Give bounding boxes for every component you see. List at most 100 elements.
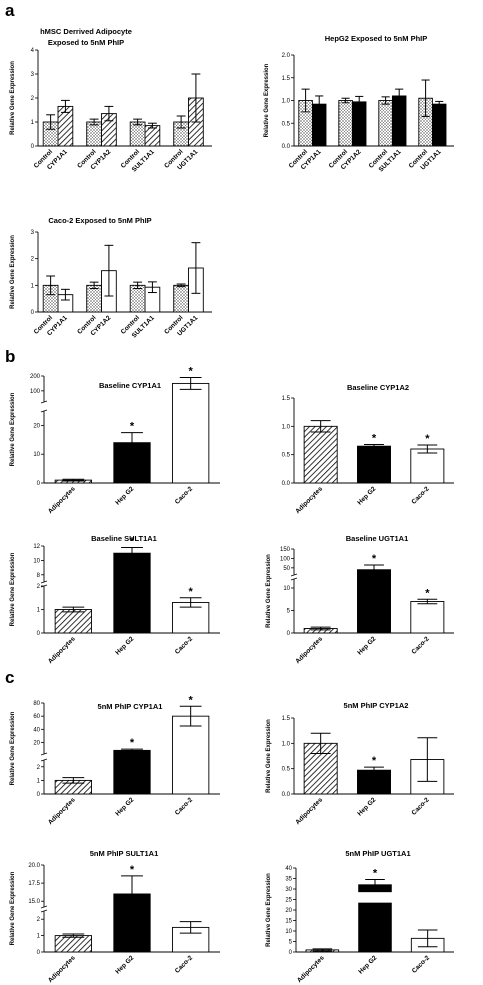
category-label: Caco-2 [174,796,195,817]
axis-break-mark [40,752,48,756]
bar [303,425,338,484]
y-tick-label: 0 [31,310,35,316]
y-axis-label: Relative Gene Expression [266,873,272,947]
bar [378,100,393,147]
axis-break-mark [290,577,298,581]
bar [357,769,391,795]
chart-1: HepG2 Exposed to 5nM PhIP Relative Gene E… [264,34,454,174]
category-label: Hep G2 [114,635,135,656]
category-label: Adipocytes [294,796,324,826]
bar [113,552,151,634]
bar [172,715,210,795]
category-label: Caco-2 [410,796,431,817]
category-label: Hep G2 [357,954,378,975]
category-label: Hep G2 [114,485,135,506]
chart-title: hMSC Derrived Adipocyte [40,27,132,36]
y-axis-label: Relative Gene Expression [10,235,16,309]
category-label: Hep G2 [114,796,135,817]
bar [54,935,92,953]
y-tick-label: 4 [31,48,35,54]
y-tick-label: 15 [285,919,292,925]
bar [357,569,391,634]
axis-break-mark [40,580,48,584]
y-tick-label: 1 [37,608,41,614]
significance-star: * [372,432,377,444]
y-tick-label: 1.0 [282,741,291,747]
y-tick-label: 2 [37,584,41,590]
y-axis-label: Relative Gene Expression [264,63,270,137]
chart-title: Baseline CYP1A2 [347,383,409,392]
y-tick-label: 1.5 [282,396,291,402]
panel-letter-a: a [5,1,15,20]
y-tick-label: 8 [37,573,41,579]
chart-8: 5nM PhIP CYP1A2 Relative Gene Expression 0… [266,701,454,826]
y-tick-label: 200 [30,374,41,380]
y-tick-label: 25 [285,898,292,904]
significance-star: * [130,535,135,547]
category-label: Adipocytes [294,635,324,665]
y-tick-label: 0.0 [282,792,291,798]
y-tick-label: 40 [33,727,40,733]
chart-2: Caco-2 Exposed to 5nM PhIP Relative Gene … [10,216,212,340]
chart-title: 5nM PhIP UGT1A1 [345,849,410,858]
y-tick-label: 1.0 [282,424,291,430]
significance-star: * [130,864,135,876]
y-tick-label: 10 [33,452,40,458]
y-tick-label: 1 [31,120,35,126]
y-axis-label: Relative Gene Expression [266,719,272,793]
y-tick-label: 12 [33,544,40,550]
chart-0: hMSC Derrived Adipocyte Exposed to 5nM Ph… [10,27,212,174]
chart-title: Baseline CYP1A1 [99,381,161,390]
y-axis-label: Relative Gene Expression [266,554,272,628]
y-tick-label: 0.0 [282,144,291,150]
y-tick-label: 0.5 [282,767,291,773]
bar [431,103,447,147]
significance-star: * [425,433,430,445]
category-label: Caco-2 [174,635,195,656]
bar [129,121,146,147]
category-label: Caco-2 [410,635,431,656]
chart-title: Caco-2 Exposed to 5nM PhIP [48,216,151,225]
y-tick-label: 10 [33,558,40,564]
y-tick-label: 5 [289,940,293,946]
axis-break-mark [40,905,48,909]
axis-break-mark [40,400,48,404]
y-tick-label: 2 [37,765,41,771]
chart-title: 5nM PhIP SULT1A1 [90,849,159,858]
panel-letter-c: c [5,668,14,687]
bar [113,893,151,953]
y-tick-label: 60 [33,714,40,720]
y-tick-label: 20 [33,423,40,429]
y-tick-label: 40 [285,866,292,872]
bar [86,121,102,147]
y-axis-label: Relative Gene Expression [10,61,16,135]
panel-letter-b: b [5,347,15,366]
category-label: Caco-2 [174,954,195,975]
y-tick-label: 0 [31,144,35,150]
chart-title: HepG2 Exposed to 5nM PhIP [325,34,428,43]
category-label: Hep G2 [356,485,377,506]
significance-star: * [425,587,430,599]
y-tick-label: 1 [31,283,35,289]
significance-star: * [372,755,377,767]
y-tick-label: 2 [31,96,35,102]
chart-title: Exposed to 5nM PhIP [48,38,124,47]
y-tick-label: 50 [283,566,290,572]
y-tick-label: 15.0 [28,899,40,905]
significance-star: * [372,553,377,565]
break-gap [297,892,455,903]
y-tick-label: 10 [285,929,292,935]
y-tick-label: 1.5 [282,76,291,82]
bar [391,95,407,147]
y-tick-label: 2.0 [282,53,291,59]
category-label: Hep G2 [356,635,377,656]
bar [173,284,189,313]
y-tick-label: 35 [285,877,292,883]
bar [410,601,445,634]
axis-break-mark [40,909,48,913]
chart-4: Baseline CYP1A2 0.0 0.5 1.0 1.5 Adipocytes * He… [282,383,454,515]
chart-9: 5nM PhIP SULT1A1 Relative Gene Expression… [10,849,220,984]
chart-10: 5nM PhIP UGT1A1 Relative Gene Expression 0… [266,849,455,984]
axis-break-mark [40,758,48,762]
